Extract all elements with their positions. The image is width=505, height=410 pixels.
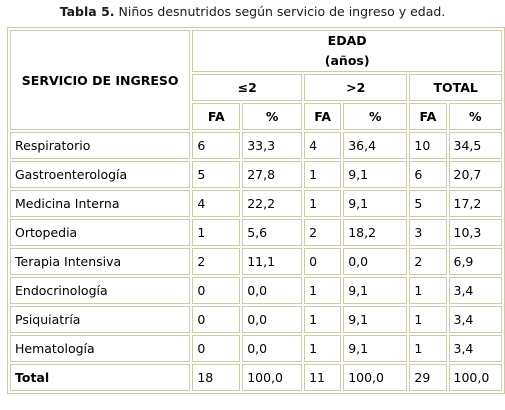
pct-cell: 0,0 (242, 277, 303, 304)
fa-cell: 5 (409, 190, 447, 217)
fa-cell: 1 (409, 335, 447, 362)
pct-cell: 36,4 (343, 132, 408, 159)
sub-header-pct: % (343, 103, 408, 130)
fa-cell: 1 (304, 190, 342, 217)
pct-cell: 0,0 (242, 335, 303, 362)
group-total-header: TOTAL (409, 74, 502, 101)
data-table: SERVICIO DE INGRESO EDAD (años) ≤2 >2 TO… (7, 27, 505, 394)
pct-cell: 3,4 (448, 306, 502, 333)
row-label: Terapia Intensiva (10, 248, 191, 275)
fa-cell: 1 (304, 277, 342, 304)
fa-cell: 4 (192, 190, 241, 217)
fa-cell: 1 (304, 306, 342, 333)
pct-cell: 22,2 (242, 190, 303, 217)
table-row: Endocrinología 0 0,0 1 9,1 1 3,4 (10, 277, 502, 304)
table-row: Gastroenterología 5 27,8 1 9,1 6 20,7 (10, 161, 502, 188)
fa-cell: 3 (409, 219, 447, 246)
table-row: Ortopedia 1 5,6 2 18,2 3 10,3 (10, 219, 502, 246)
row-label: Endocrinología (10, 277, 191, 304)
fa-cell: 2 (192, 248, 241, 275)
pct-cell: 34,5 (448, 132, 502, 159)
fa-cell: 10 (409, 132, 447, 159)
caption-text: Niños desnutridos según servicio de ingr… (118, 4, 446, 19)
fa-cell: 0 (304, 248, 342, 275)
row-label: Hematología (10, 335, 191, 362)
table-row: Hematología 0 0,0 1 9,1 1 3,4 (10, 335, 502, 362)
pct-cell: 100,0 (242, 364, 303, 391)
table-body: SERVICIO DE INGRESO EDAD (años) ≤2 >2 TO… (10, 30, 502, 391)
pct-cell: 18,2 (343, 219, 408, 246)
sub-header-pct: % (448, 103, 502, 130)
pct-cell: 17,2 (448, 190, 502, 217)
fa-cell: 6 (192, 132, 241, 159)
row-label: Total (10, 364, 191, 391)
table-row: Respiratorio 6 33,3 4 36,4 10 34,5 (10, 132, 502, 159)
pct-cell: 0,0 (242, 306, 303, 333)
table-row: Medicina Interna 4 22,2 1 9,1 5 17,2 (10, 190, 502, 217)
pct-cell: 6,9 (448, 248, 502, 275)
caption-label: Tabla 5. (59, 4, 115, 19)
pct-cell: 3,4 (448, 277, 502, 304)
fa-cell: 1 (304, 335, 342, 362)
fa-cell: 0 (192, 277, 241, 304)
pct-cell: 9,1 (343, 335, 408, 362)
pct-cell: 20,7 (448, 161, 502, 188)
sub-header-fa: FA (304, 103, 342, 130)
sub-header-fa: FA (192, 103, 241, 130)
fa-cell: 2 (409, 248, 447, 275)
pct-cell: 10,3 (448, 219, 502, 246)
pct-cell: 9,1 (343, 190, 408, 217)
pct-cell: 3,4 (448, 335, 502, 362)
fa-cell: 1 (304, 161, 342, 188)
pct-cell: 0,0 (343, 248, 408, 275)
fa-cell: 29 (409, 364, 447, 391)
pct-cell: 27,8 (242, 161, 303, 188)
sub-header-pct: % (242, 103, 303, 130)
header-row-sub: FA % FA % FA % (10, 103, 502, 130)
pct-cell: 33,3 (242, 132, 303, 159)
header-row-top: SERVICIO DE INGRESO EDAD (años) (10, 30, 502, 130)
pct-cell: 9,1 (343, 277, 408, 304)
sub-header-fa: FA (409, 103, 447, 130)
fa-cell: 1 (192, 219, 241, 246)
pct-cell: 9,1 (343, 161, 408, 188)
fa-cell: 2 (304, 219, 342, 246)
pct-cell: 5,6 (242, 219, 303, 246)
pct-cell: 100,0 (448, 364, 502, 391)
fa-cell: 11 (304, 364, 342, 391)
fa-cell: 18 (192, 364, 241, 391)
pct-cell: 100,0 (343, 364, 408, 391)
age-header-unit: (años) (324, 53, 370, 68)
total-row: Total 18 100,0 11 100,0 29 100,0 (10, 364, 502, 391)
row-label: Psiquiatría (10, 306, 191, 333)
pct-cell: 9,1 (343, 306, 408, 333)
row-label: Medicina Interna (10, 190, 191, 217)
group-le2-header: ≤2 (192, 74, 303, 101)
row-label: Ortopedia (10, 219, 191, 246)
fa-cell: 0 (192, 335, 241, 362)
row-label: Gastroenterología (10, 161, 191, 188)
row-label: Respiratorio (10, 132, 191, 159)
pct-cell: 11,1 (242, 248, 303, 275)
age-header: EDAD (años) (192, 30, 502, 72)
fa-cell: 1 (409, 306, 447, 333)
fa-cell: 0 (192, 306, 241, 333)
header-row-groups: ≤2 >2 TOTAL (10, 74, 502, 101)
group-gt2-header: >2 (304, 74, 408, 101)
table-caption: Tabla 5. Niños desnutridos según servici… (0, 4, 505, 20)
age-header-title: EDAD (327, 33, 367, 48)
fa-cell: 4 (304, 132, 342, 159)
fa-cell: 1 (409, 277, 447, 304)
table-row: Terapia Intensiva 2 11,1 0 0,0 2 6,9 (10, 248, 502, 275)
fa-cell: 6 (409, 161, 447, 188)
service-header: SERVICIO DE INGRESO (10, 30, 191, 130)
table-row: Psiquiatría 0 0,0 1 9,1 1 3,4 (10, 306, 502, 333)
fa-cell: 5 (192, 161, 241, 188)
